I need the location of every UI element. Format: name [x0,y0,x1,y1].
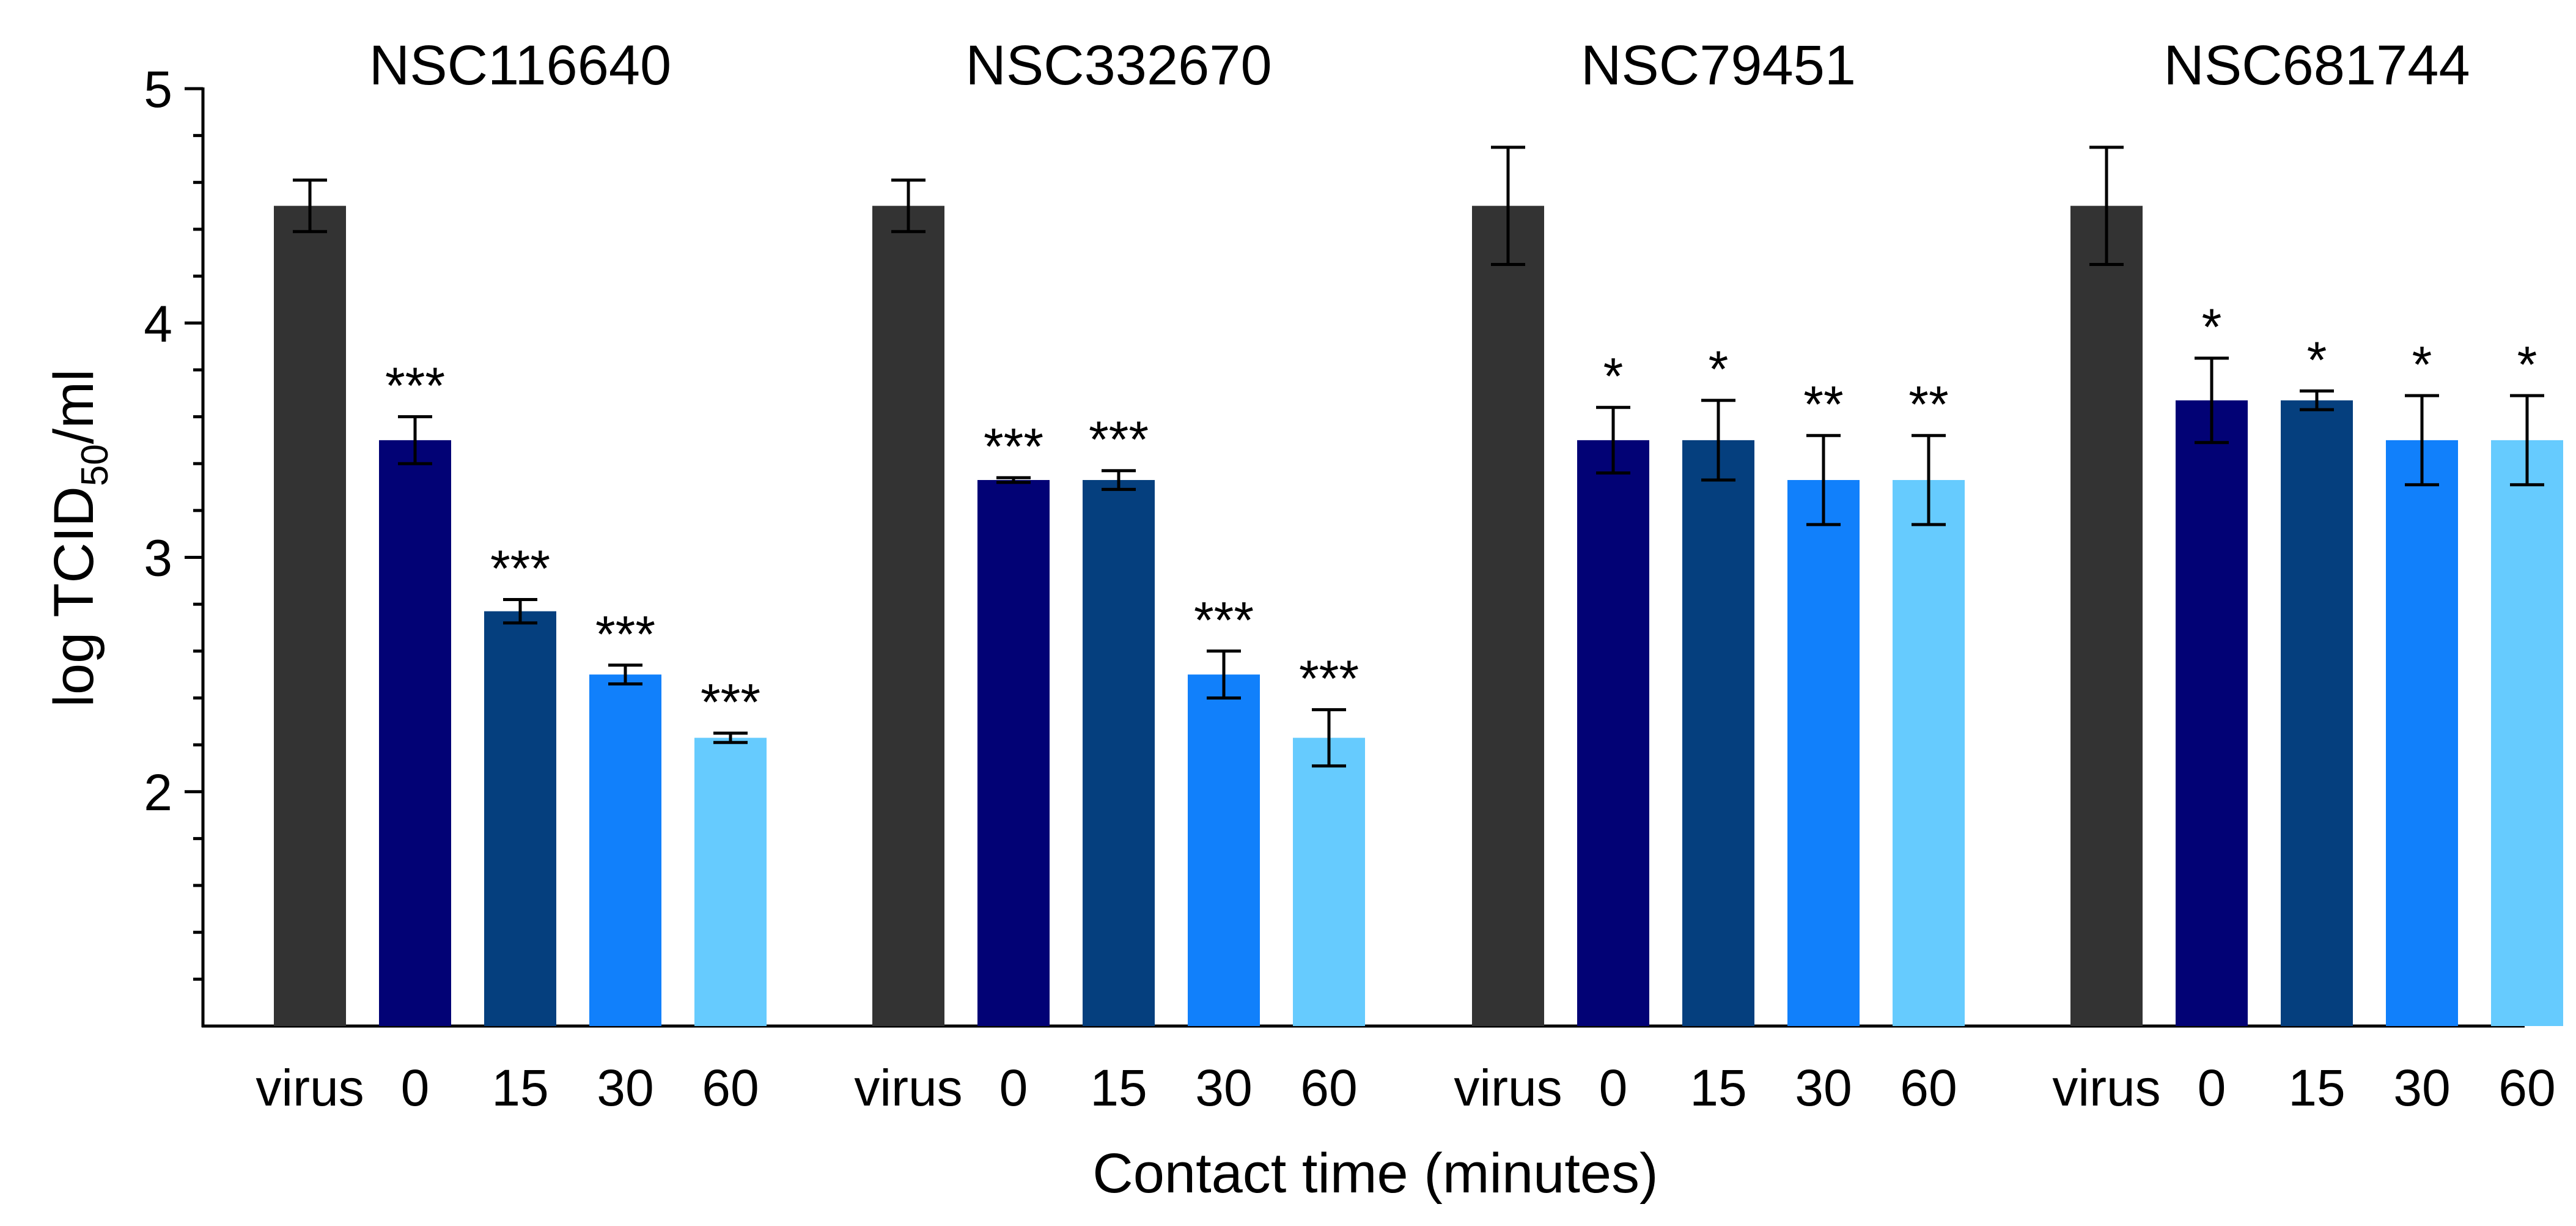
x-tick-label: 15 [1690,1059,1746,1117]
bar [872,205,944,1026]
x-tick-label: 15 [2288,1059,2345,1117]
bar [1472,205,1544,1026]
significance-marker: * [2307,331,2327,388]
x-tick-label: virus [256,1059,364,1117]
bar [2070,205,2143,1026]
bar [2281,400,2353,1026]
x-tick-label: 15 [491,1059,548,1117]
significance-marker: *** [595,605,655,663]
bar [1083,480,1155,1026]
bar [694,737,767,1026]
x-tick-label: 0 [2198,1059,2226,1117]
labels: NSC116640virus***0***15***30***60NSC3326… [256,34,2555,1117]
group-title: NSC681744 [2163,34,2470,97]
x-tick-label: 60 [2498,1059,2555,1117]
y-ticks: 2 3 4 5 [144,61,203,981]
x-tick-label: 0 [1599,1059,1628,1117]
x-tick-label: 60 [1300,1059,1357,1117]
bar [379,440,451,1026]
significance-marker: ** [1908,375,1948,433]
bar [1293,737,1365,1026]
y-tick-label: 4 [144,295,172,352]
significance-marker: * [1709,341,1729,398]
bar [2491,440,2563,1026]
y-tick-label: 5 [144,61,172,118]
significance-marker: *** [1194,591,1254,649]
bar [274,205,346,1026]
x-tick-label: 0 [999,1059,1028,1117]
group-title: NSC79451 [1581,34,1856,97]
bar [1787,480,1860,1026]
significance-marker: *** [1089,411,1149,468]
x-tick-label: 30 [1195,1059,1252,1117]
significance-marker: *** [385,357,445,415]
significance-marker: ** [1803,375,1843,433]
x-tick-label: virus [1454,1059,1562,1117]
x-tick-label: virus [2052,1059,2160,1117]
bar [977,480,1050,1026]
x-tick-label: 30 [597,1059,653,1117]
bar [484,611,556,1026]
bar [2386,440,2458,1026]
bars [274,146,2563,1026]
x-tick-label: virus [854,1059,962,1117]
bar [1188,674,1260,1026]
significance-marker: *** [701,673,760,731]
significance-marker: * [1603,347,1624,405]
x-tick-label: 30 [1795,1059,1852,1117]
x-tick-label: 60 [1900,1059,1957,1117]
significance-marker: * [2517,336,2537,393]
significance-marker: *** [1299,650,1359,707]
group-title: NSC116640 [369,34,671,97]
bar [1893,480,1965,1026]
significance-marker: *** [984,418,1043,475]
y-tick-label: 2 [144,764,172,821]
bar [1577,440,1649,1026]
bar [589,674,661,1026]
x-tick-label: 30 [2393,1059,2450,1117]
y-axis-label: log TCID50/ml [43,369,116,707]
significance-marker: * [2202,298,2222,356]
bar [2176,400,2248,1026]
x-tick-label: 15 [1090,1059,1147,1117]
significance-marker: * [2412,336,2432,393]
x-axis-label: Contact time (minutes) [1092,1142,1658,1205]
x-tick-label: 0 [401,1059,430,1117]
group-title: NSC332670 [965,34,1271,97]
bar [1682,440,1754,1026]
x-tick-label: 60 [702,1059,759,1117]
y-tick-label: 3 [144,530,172,587]
significance-marker: *** [490,539,550,597]
